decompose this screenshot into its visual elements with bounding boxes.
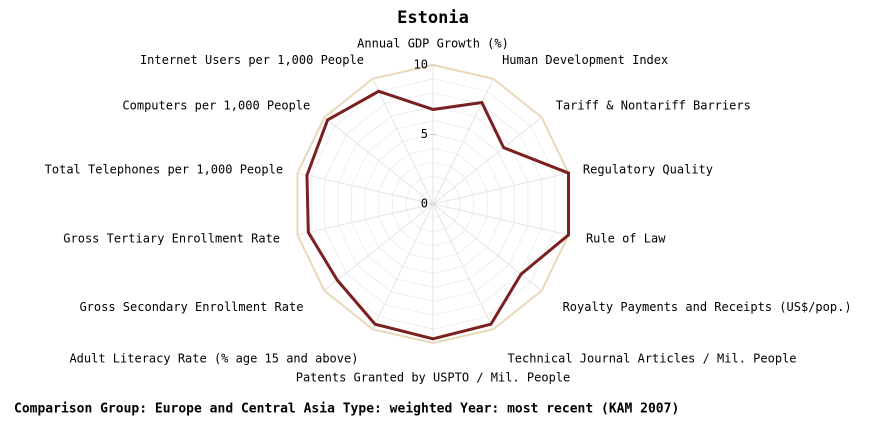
axis-spoke <box>432 203 494 330</box>
axis-label: Total Telephones per 1,000 People <box>45 162 283 176</box>
axis-spoke <box>324 203 434 292</box>
axis-label: Annual GDP Growth (%) <box>357 37 509 51</box>
chart-title: Estonia <box>397 8 469 28</box>
axis-label: Adult Literacy Rate (% age 15 and above) <box>69 351 358 365</box>
series-line <box>305 89 571 341</box>
axis-spoke <box>372 203 434 330</box>
axis-spoke <box>372 78 434 205</box>
axis-label: Royalty Payments and Receipts (US$/pop.) <box>563 300 852 314</box>
axis-label: Patents Granted by USPTO / Mil. People <box>296 371 571 385</box>
r-tick-label: 0 <box>421 197 428 211</box>
axis-label: Internet Users per 1,000 People <box>140 53 364 67</box>
r-tick-label: 10 <box>414 58 428 72</box>
axis-spoke <box>432 172 569 205</box>
axis-label: Gross Tertiary Enrollment Rate <box>63 231 280 245</box>
axis-spoke <box>297 172 434 205</box>
axis-spoke <box>432 203 569 236</box>
axis-spoke <box>432 116 542 205</box>
axis-spoke <box>324 116 434 205</box>
axis-label: Computers per 1,000 People <box>122 99 310 113</box>
axis-label: Tariff & Nontariff Barriers <box>556 99 751 113</box>
axis-spoke <box>297 203 434 236</box>
axis-label: Rule of Law <box>586 231 666 245</box>
axis-label: Gross Secondary Enrollment Rate <box>79 300 303 314</box>
axis-spoke <box>432 203 542 292</box>
axis-label: Technical Journal Articles / Mil. People <box>508 351 797 365</box>
axis-label: Regulatory Quality <box>583 162 713 176</box>
footer: Comparison Group: Europe and Central Asi… <box>14 402 679 417</box>
axis-label: Human Development Index <box>502 53 668 67</box>
r-tick-label: 5 <box>421 127 428 141</box>
axis-spoke <box>432 78 494 205</box>
